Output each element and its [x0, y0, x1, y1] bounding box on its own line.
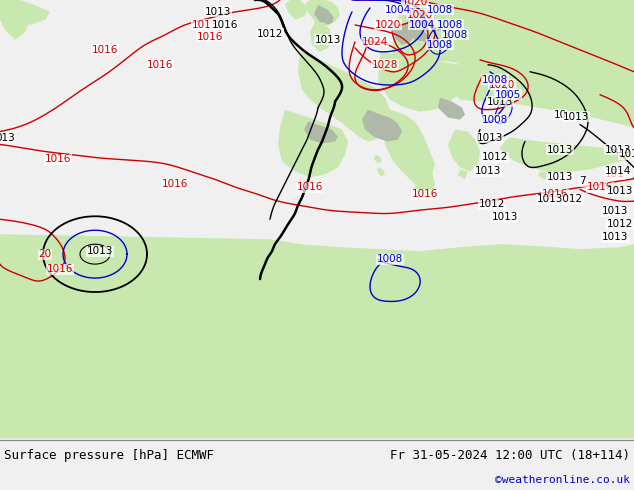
Polygon shape: [500, 138, 634, 174]
Text: 1013: 1013: [547, 145, 573, 154]
Text: 1008: 1008: [427, 5, 453, 15]
Text: 1013: 1013: [487, 97, 513, 107]
Text: 1013: 1013: [475, 167, 501, 176]
Text: 1004: 1004: [409, 20, 435, 30]
Text: 013: 013: [0, 133, 15, 143]
Polygon shape: [382, 110, 435, 184]
Polygon shape: [444, 45, 470, 65]
Text: 20: 20: [39, 249, 51, 259]
Text: Fr 31-05-2024 12:00 UTC (18+114): Fr 31-05-2024 12:00 UTC (18+114): [390, 449, 630, 462]
Polygon shape: [285, 0, 308, 20]
Text: 10: 10: [553, 110, 567, 120]
Text: 1013: 1013: [547, 172, 573, 182]
Polygon shape: [322, 12, 333, 25]
Polygon shape: [438, 98, 465, 120]
Text: 1012: 1012: [607, 219, 633, 229]
Text: 7: 7: [579, 176, 585, 186]
Text: 1013: 1013: [602, 206, 628, 216]
Text: 1013: 1013: [602, 232, 628, 242]
Polygon shape: [408, 25, 428, 42]
Text: 1014: 1014: [605, 167, 631, 176]
Polygon shape: [305, 0, 340, 26]
Polygon shape: [390, 20, 415, 45]
Text: 1008: 1008: [437, 20, 463, 30]
Text: ©weatheronline.co.uk: ©weatheronline.co.uk: [495, 475, 630, 485]
Text: 1016: 1016: [45, 154, 71, 165]
Text: 1008: 1008: [482, 75, 508, 85]
Text: Surface pressure [hPa] ECMWF: Surface pressure [hPa] ECMWF: [4, 449, 214, 462]
Text: 1016: 1016: [92, 45, 118, 55]
Polygon shape: [412, 145, 435, 197]
Polygon shape: [298, 52, 390, 142]
Text: 1013: 1013: [87, 246, 113, 256]
Polygon shape: [0, 0, 30, 40]
Text: 1016: 1016: [212, 20, 238, 30]
Text: 1012: 1012: [257, 29, 283, 39]
Text: 1024: 1024: [362, 37, 388, 47]
Polygon shape: [438, 62, 510, 101]
Polygon shape: [396, 72, 408, 88]
Polygon shape: [378, 52, 465, 112]
Polygon shape: [0, 0, 50, 25]
Text: 1013: 1013: [563, 112, 589, 122]
Text: 1012: 1012: [482, 152, 508, 163]
Text: 1016: 1016: [542, 189, 568, 199]
Text: 1013: 1013: [605, 145, 631, 154]
Text: 1004: 1004: [385, 5, 411, 15]
Text: 1016: 1016: [587, 182, 613, 193]
Polygon shape: [377, 168, 385, 176]
Text: 1020: 1020: [402, 0, 428, 7]
Text: 1008: 1008: [482, 115, 508, 124]
Text: 1016: 1016: [162, 179, 188, 190]
Polygon shape: [310, 22, 332, 52]
Polygon shape: [405, 10, 425, 28]
Text: 1013: 1013: [205, 7, 231, 17]
Polygon shape: [538, 172, 550, 179]
Polygon shape: [458, 170, 468, 179]
Polygon shape: [414, 184, 420, 195]
Polygon shape: [460, 0, 634, 127]
Text: 1016: 1016: [197, 32, 223, 42]
Text: 1016: 1016: [47, 264, 73, 274]
Text: 1013: 1013: [607, 186, 633, 196]
Text: 1020: 1020: [407, 10, 433, 20]
Text: 1013: 1013: [477, 133, 503, 143]
Polygon shape: [0, 234, 634, 439]
Polygon shape: [278, 110, 348, 177]
Text: 1013: 1013: [192, 20, 218, 30]
Text: 1020: 1020: [375, 20, 401, 30]
Polygon shape: [304, 122, 338, 144]
Text: 1008: 1008: [442, 30, 468, 40]
Polygon shape: [362, 110, 402, 142]
Text: 101: 101: [605, 170, 625, 179]
Text: 1012: 1012: [479, 199, 505, 209]
Polygon shape: [448, 20, 505, 52]
Text: 1028: 1028: [372, 60, 398, 70]
Text: 1013: 1013: [315, 35, 341, 45]
Text: 1008: 1008: [377, 254, 403, 264]
Text: 1016: 1016: [412, 189, 438, 199]
Text: 1005: 1005: [495, 90, 521, 99]
Polygon shape: [374, 154, 382, 164]
Text: 1008: 1008: [427, 40, 453, 50]
Text: 1016: 1016: [297, 182, 323, 193]
Text: 1016: 1016: [147, 60, 173, 70]
Polygon shape: [314, 5, 334, 24]
Text: 1013: 1013: [619, 149, 634, 159]
Polygon shape: [420, 0, 634, 99]
Text: 1013012: 1013012: [537, 195, 583, 204]
Polygon shape: [448, 129, 480, 172]
Polygon shape: [392, 0, 448, 82]
Text: 1020: 1020: [489, 80, 515, 90]
Text: 1013: 1013: [492, 212, 518, 222]
